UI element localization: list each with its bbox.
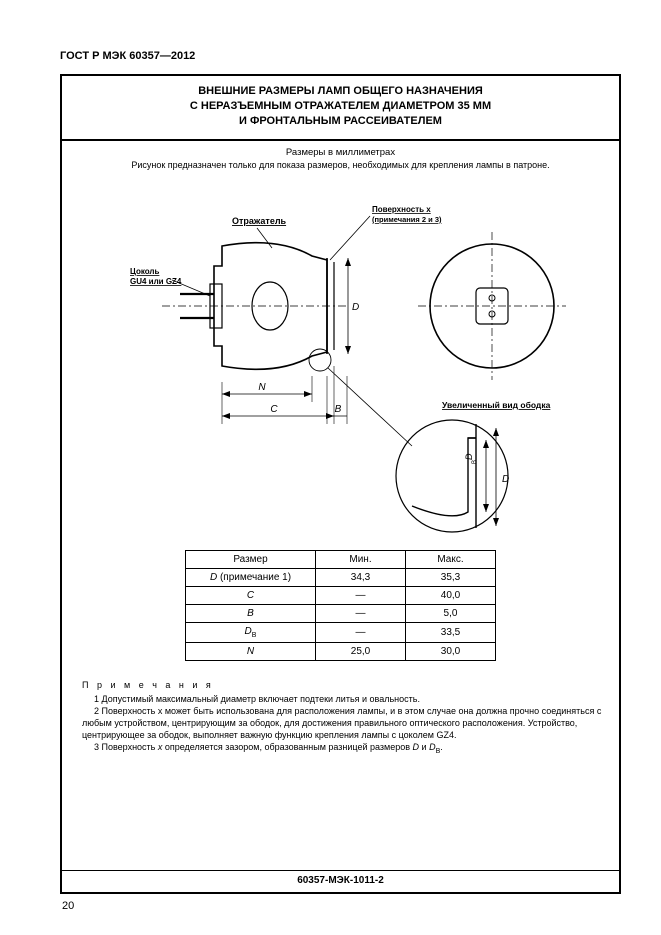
label-surface-x-2: (примечания 2 и 3) [372, 215, 442, 224]
diagram-svg: Отражатель Цоколь GU4 или GZ4 Поверхност… [72, 176, 612, 536]
notes-heading: П р и м е ч а н и я [82, 679, 603, 691]
table-row: C — 40,0 [186, 586, 496, 604]
figure: Отражатель Цоколь GU4 или GZ4 Поверхност… [72, 176, 609, 536]
table-row: B — 5,0 [186, 604, 496, 622]
content-frame: ВНЕШНИЕ РАЗМЕРЫ ЛАМП ОБЩЕГО НАЗНАЧЕНИЯ С… [60, 74, 621, 894]
dim-D2: D [502, 474, 509, 485]
cell-max: 35,3 [406, 568, 496, 586]
title-line-2: С НЕРАЗЪЕМНЫМ ОТРАЖАТЕЛЕМ ДИАМЕТРОМ 35 М… [72, 99, 609, 114]
cell-min: — [316, 604, 406, 622]
title-line-3: И ФРОНТАЛЬНЫМ РАССЕИВАТЕЛЕМ [72, 114, 609, 129]
svg-text:B: B [472, 460, 478, 464]
label-magnified: Увеличенный вид ободка [442, 400, 551, 410]
cell-label: DB [186, 622, 316, 642]
label-cap-2: GU4 или GZ4 [130, 277, 182, 286]
page-number: 20 [62, 900, 621, 912]
dim-D: D [352, 302, 359, 313]
label-cap-1: Цоколь [130, 267, 159, 276]
cell-label: N [186, 642, 316, 660]
cell-label: D (примечание 1) [186, 568, 316, 586]
doc-header: ГОСТ Р МЭК 60357—2012 [60, 50, 621, 62]
table-row: N 25,0 30,0 [186, 642, 496, 660]
cell-max: 30,0 [406, 642, 496, 660]
table-head-row: Размер Мин. Макс. [186, 550, 496, 568]
cell-label: C [186, 586, 316, 604]
subtitle-units: Размеры в миллиметрах [72, 147, 609, 158]
dim-DB: D [464, 453, 474, 460]
table-row: DB — 33,5 [186, 622, 496, 642]
note-2: 2 Поверхность x может быть использована … [82, 705, 603, 741]
cell-min: 25,0 [316, 642, 406, 660]
table-body: D (примечание 1) 34,3 35,3 C — 40,0 B — … [186, 568, 496, 660]
cell-min: — [316, 586, 406, 604]
cell-min: 34,3 [316, 568, 406, 586]
notes: П р и м е ч а н и я 1 Допустимый максима… [62, 661, 619, 757]
page: ГОСТ Р МЭК 60357—2012 ВНЕШНИЕ РАЗМЕРЫ ЛА… [0, 0, 661, 935]
note-1: 1 Допустимый максимальный диаметр включа… [82, 693, 603, 705]
label-surface-x-1: Поверхность x [372, 205, 431, 214]
cell-max: 5,0 [406, 604, 496, 622]
table-row: D (примечание 1) 34,3 35,3 [186, 568, 496, 586]
label-reflector: Отражатель [232, 216, 287, 226]
th-min: Мин. [316, 550, 406, 568]
cell-label: B [186, 604, 316, 622]
dim-C: C [270, 404, 278, 415]
cell-max: 33,5 [406, 622, 496, 642]
cell-min: — [316, 622, 406, 642]
note-3: 3 Поверхность x определяется зазором, об… [82, 741, 603, 756]
dim-B: B [335, 404, 342, 415]
cell-max: 40,0 [406, 586, 496, 604]
subtitle: Размеры в миллиметрах Рисунок предназнач… [62, 141, 619, 172]
footer-code: 60357-МЭК-1011-2 [62, 870, 619, 886]
dim-N: N [258, 382, 266, 393]
th-max: Макс. [406, 550, 496, 568]
dimension-table: Размер Мин. Макс. D (примечание 1) 34,3 … [185, 550, 496, 661]
subtitle-caption: Рисунок предназначен только для показа р… [72, 160, 609, 170]
th-dim: Размер [186, 550, 316, 568]
title-line-1: ВНЕШНИЕ РАЗМЕРЫ ЛАМП ОБЩЕГО НАЗНАЧЕНИЯ [72, 84, 609, 99]
title-box: ВНЕШНИЕ РАЗМЕРЫ ЛАМП ОБЩЕГО НАЗНАЧЕНИЯ С… [62, 76, 619, 141]
